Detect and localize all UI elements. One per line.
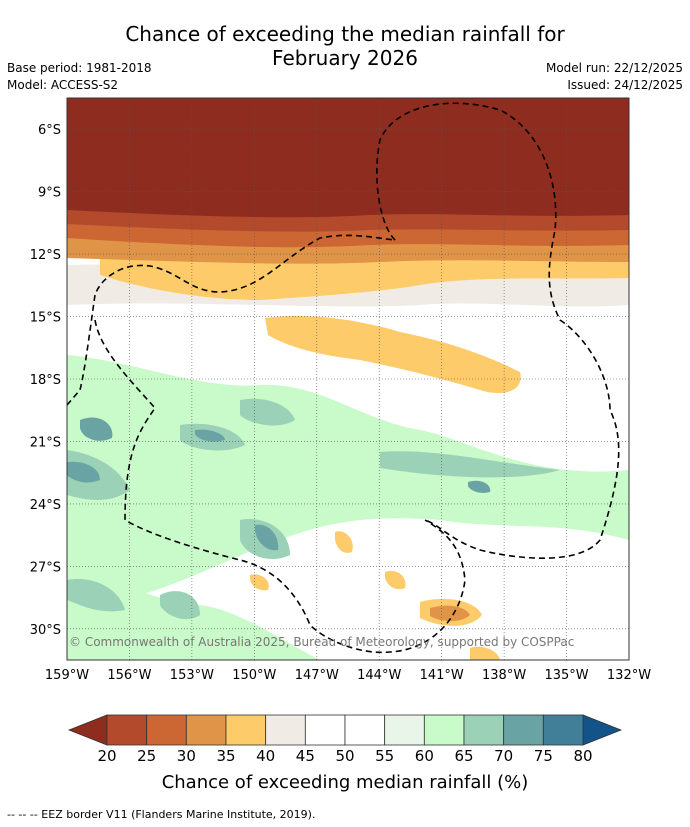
base-period-text: Base period: 1981-2018 [7,61,152,75]
teal-patch-8 [80,417,113,441]
colorbar-bin [384,714,425,746]
lat-tick-label: 6°S [38,123,61,138]
colorbar: 20 25 30 35 40 45 50 55 60 65 70 75 80 [67,714,623,765]
yellow-patch-3 [250,574,269,591]
copyright-text: © Commonwealth of Australia 2025, Bureau… [69,635,574,649]
colorbar-tick-label: 25 [137,747,156,765]
lat-tick-label: 18°S [30,373,61,388]
teal-patch-6 [67,579,125,612]
yellow-patch-1 [334,531,353,553]
colorbar-bin [146,714,187,746]
eez-border-north [376,102,620,559]
colorbar-tick-label: 45 [296,747,315,765]
colorbar-bin [185,714,227,746]
colorbar-extend-low [67,714,108,746]
lon-tick-label: 141°W [420,668,464,683]
lat-tick-label: 15°S [30,311,61,326]
yellow-patch-5 [470,646,500,660]
colorbar-bin [225,714,267,746]
meta-right: Model run: 22/12/2025 Issued: 24/12/2025 [546,60,683,94]
lon-axis-labels: 159°W 156°W 153°W 150°W 147°W 144°W 141°W 138°W… [45,668,651,683]
colorbar-bin [542,714,584,746]
colorbar-bin [423,714,465,746]
model-run-text: Model run: 22/12/2025 [545,61,683,75]
colorbar-bin [106,714,148,746]
colorbar-bin [265,714,306,746]
teal-patch-4 [380,451,560,478]
colorbar-tick-label: 50 [335,747,354,765]
map-frame [66,97,630,661]
eez-border-south [66,234,396,406]
colorbar-tick-label: 75 [534,747,553,765]
lon-tick-label: 156°W [107,668,151,683]
title-line-2: February 2026 [272,46,418,70]
eez-border-west [94,319,466,654]
lon-tick-label: 138°W [482,668,526,683]
colorbar-bin [463,714,505,746]
lon-tick-label: 147°W [295,668,339,683]
teal-patch-7 [160,591,200,620]
lon-tick-label: 159°W [45,668,89,683]
lat-tick-label: 27°S [30,560,61,575]
colorbar-extend-high [582,714,623,746]
lat-axis-labels: 6°S 9°S 12°S 15°S 18°S 21°S 24°S 27°S 30°S [30,123,61,638]
colorbar-tick-label: 80 [573,747,592,765]
lon-tick-label: 150°W [232,668,276,683]
colorbar-bin [344,714,386,746]
lat-tick-label: 30°S [30,623,61,638]
yellow-band-mid [265,315,521,394]
colorbar-tick-label: 65 [454,747,473,765]
colorbar-tick-label: 20 [97,747,116,765]
lat-tick-label: 12°S [30,248,61,263]
colorbar-tick-label: 35 [216,747,235,765]
colorbar-bin [503,714,544,746]
yellow-patch-2 [385,570,406,590]
chart-title: Chance of exceeding the median rainfall … [0,22,690,70]
colorbar-label: Chance of exceeding median rainfall (%) [162,772,529,793]
teal-patch-10 [255,524,279,551]
lat-tick-label: 9°S [38,186,61,201]
colorbar-tick-label: 70 [494,747,513,765]
lon-tick-label: 135°W [544,668,588,683]
colorbar-tick-label: 40 [256,747,275,765]
lat-tick-label: 24°S [30,498,61,513]
model-text: Model: ACCESS-S2 [7,78,119,92]
teal-patch-11 [195,429,225,442]
footer-note: -- -- -- EEZ border V11 (Flanders Marine… [7,808,316,821]
orange-patch-1 [430,605,470,622]
title-line-1: Chance of exceeding the median rainfall … [125,22,565,46]
teal-patch-2 [240,398,295,426]
dark-top [67,98,629,218]
lon-tick-label: 132°W [607,668,651,683]
colorbar-bin [304,714,346,746]
lat-tick-label: 21°S [30,435,61,450]
lon-tick-label: 153°W [170,668,214,683]
meta-left: Base period: 1981-2018 Model: ACCESS-S2 [7,60,152,94]
colorbar-tick-label: 30 [177,747,196,765]
colorbar-tick-label: 60 [415,747,434,765]
lon-tick-label: 144°W [357,668,401,683]
colorbar-tick-label: 55 [375,747,394,765]
teal-patch-12 [468,480,491,493]
yellow-band-upper [100,252,629,300]
issued-text: Issued: 24/12/2025 [567,78,683,92]
green-belt [67,355,629,610]
teal-patch-9 [67,461,100,483]
